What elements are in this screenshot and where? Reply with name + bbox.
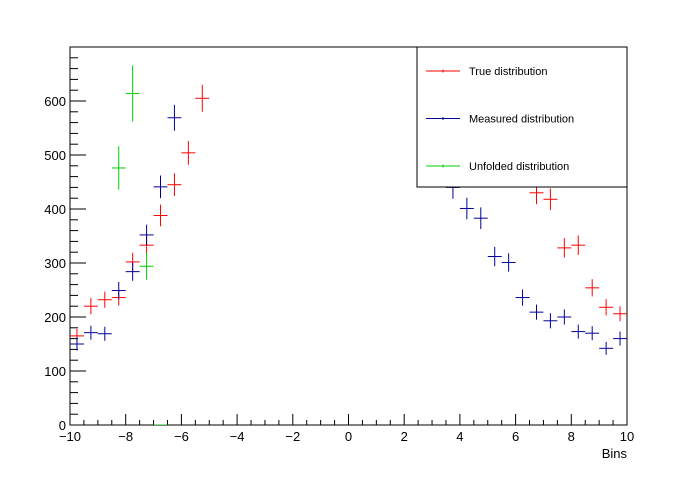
- x-tick-label: 8: [568, 429, 575, 444]
- data-points-layer: [70, 65, 627, 425]
- data-point: [125, 65, 140, 122]
- data-point: [599, 341, 614, 355]
- x-tick-label: 10: [620, 429, 634, 444]
- data-point: [571, 235, 586, 255]
- y-tick-label: 200: [44, 310, 66, 325]
- data-point: [139, 252, 154, 280]
- series-true-distribution: [70, 84, 627, 343]
- data-point: [501, 253, 516, 272]
- data-point: [111, 146, 126, 190]
- data-point: [97, 291, 112, 308]
- data-point: [70, 337, 84, 351]
- data-point: [195, 84, 210, 112]
- legend-label: Measured distribution: [469, 114, 574, 126]
- data-point: [83, 298, 98, 315]
- y-tick-label: 400: [44, 202, 66, 217]
- y-tick-label: 300: [44, 256, 66, 271]
- x-axis-title: Bins: [602, 446, 628, 461]
- series-measured-distribution: [70, 104, 627, 355]
- x-tick-label: −2: [285, 429, 300, 444]
- data-point: [613, 306, 627, 322]
- data-point: [557, 309, 572, 325]
- x-tick-label: 6: [512, 429, 519, 444]
- data-point: [139, 224, 154, 246]
- x-tick-label: −10: [59, 429, 81, 444]
- data-point: [599, 299, 614, 316]
- x-tick-label: −4: [230, 429, 245, 444]
- data-point: [181, 140, 196, 165]
- data-point: [487, 246, 502, 267]
- y-tick-label: 100: [44, 364, 66, 379]
- x-tick-label: −6: [174, 429, 189, 444]
- data-point: [557, 238, 572, 258]
- data-point: [543, 313, 558, 329]
- series-unfolded-distribution: [111, 65, 168, 425]
- data-point: [83, 325, 98, 340]
- legend-label: True distribution: [469, 66, 547, 78]
- y-tick-label: 0: [59, 418, 66, 433]
- data-point: [459, 197, 474, 220]
- data-point: [97, 326, 112, 341]
- legend-box: [416, 46, 628, 188]
- x-tick-label: 2: [401, 429, 408, 444]
- axis-ticks-layer: [69, 46, 628, 426]
- data-point: [111, 281, 126, 300]
- data-point: [529, 304, 544, 320]
- data-point: [515, 289, 530, 306]
- legend-entry: Unfolded distribution: [426, 161, 569, 173]
- data-point: [543, 188, 558, 211]
- legend-entry: True distribution: [426, 66, 547, 78]
- data-point: [167, 173, 182, 197]
- x-tick-label: −8: [118, 429, 133, 444]
- data-point: [585, 279, 600, 297]
- y-tick-label: 600: [44, 94, 66, 109]
- data-point: [153, 175, 168, 199]
- data-point: [167, 104, 182, 131]
- legend-label: Unfolded distribution: [469, 161, 569, 173]
- x-tick-label: 0: [345, 429, 352, 444]
- data-point: [585, 326, 600, 341]
- legend: True distribution Measured distribution Un…: [416, 46, 628, 188]
- data-point: [571, 324, 586, 339]
- data-point: [613, 331, 627, 346]
- data-point: [153, 204, 168, 227]
- data-point: [473, 207, 488, 229]
- legend-entry: Measured distribution: [426, 114, 574, 126]
- y-tick-label: 500: [44, 148, 66, 163]
- data-point: [125, 262, 140, 281]
- x-tick-label: 4: [456, 429, 463, 444]
